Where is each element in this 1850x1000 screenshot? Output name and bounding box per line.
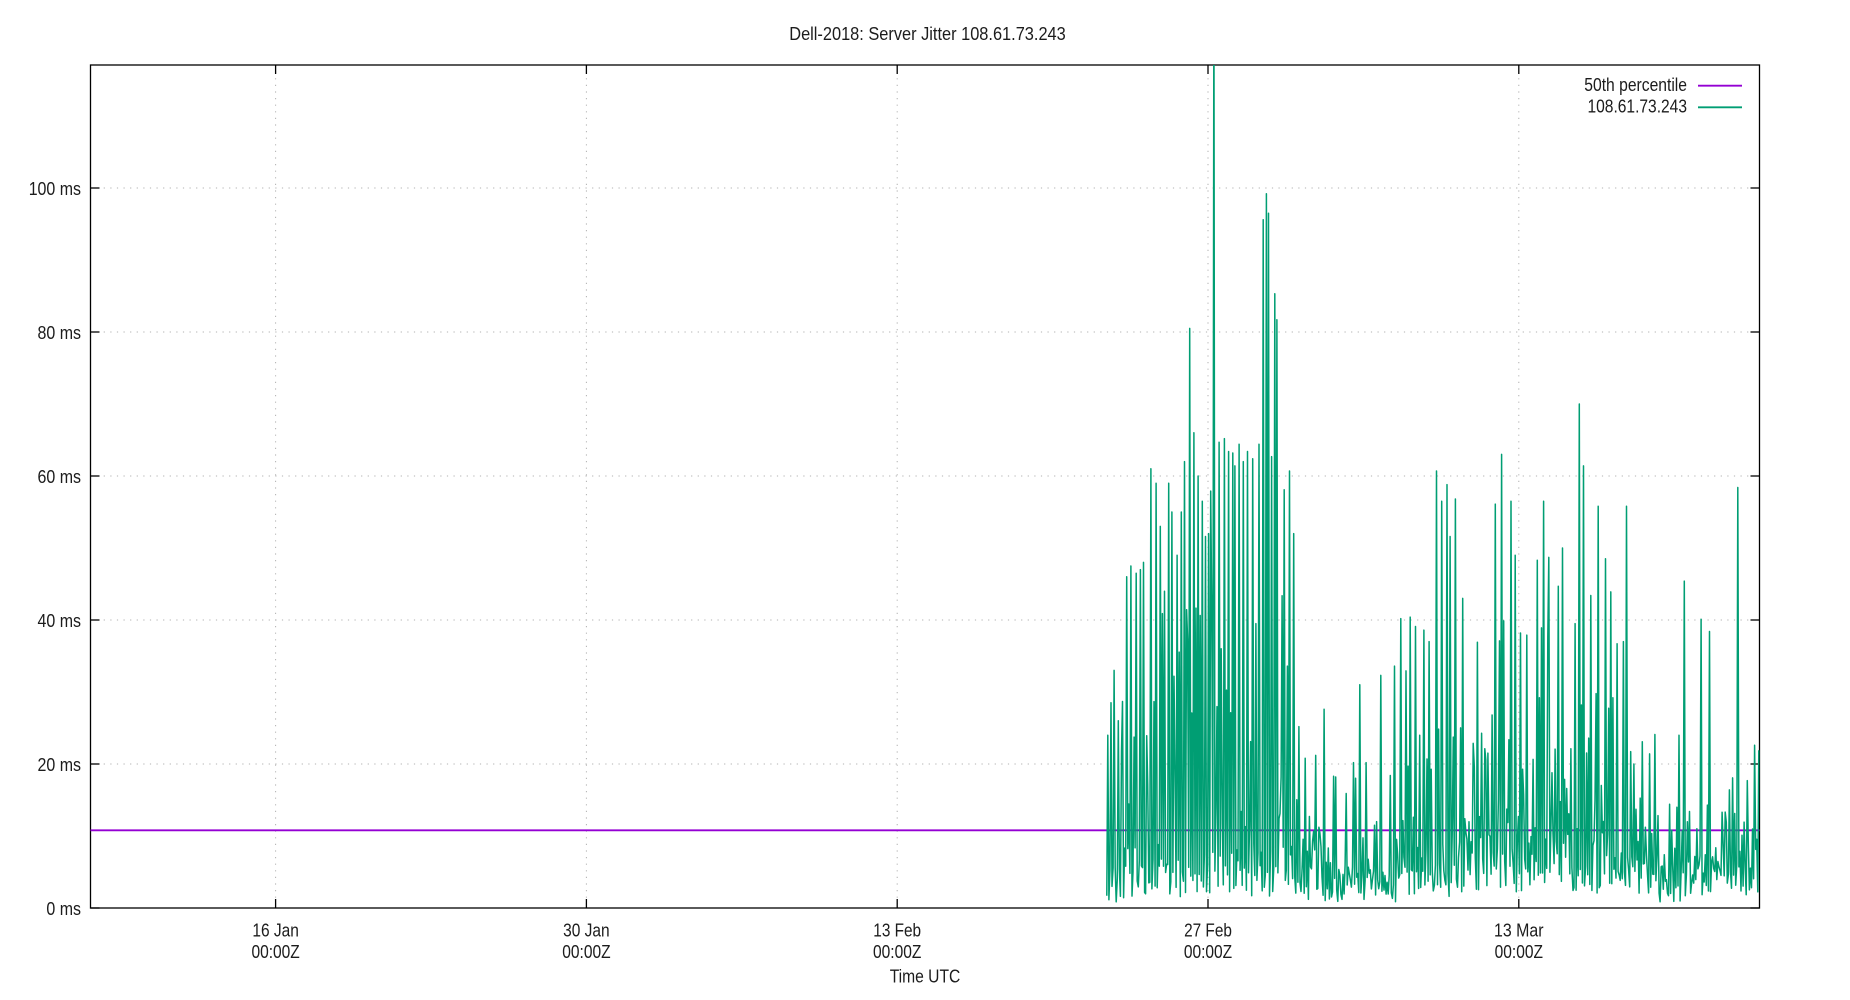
svg-text:27 Feb: 27 Feb bbox=[1184, 921, 1232, 941]
svg-text:Dell-2018: Server Jitter 108.6: Dell-2018: Server Jitter 108.61.73.243 bbox=[789, 24, 1066, 44]
svg-text:13 Mar: 13 Mar bbox=[1494, 921, 1544, 941]
svg-text:00:00Z: 00:00Z bbox=[873, 942, 921, 962]
svg-text:50th percentile: 50th percentile bbox=[1584, 75, 1687, 95]
svg-text:60 ms: 60 ms bbox=[38, 467, 82, 487]
svg-text:40 ms: 40 ms bbox=[38, 611, 82, 631]
svg-text:13 Feb: 13 Feb bbox=[873, 921, 921, 941]
svg-text:30 Jan: 30 Jan bbox=[563, 921, 610, 941]
svg-text:00:00Z: 00:00Z bbox=[1184, 942, 1232, 962]
svg-text:80 ms: 80 ms bbox=[38, 323, 82, 343]
svg-text:20 ms: 20 ms bbox=[38, 755, 82, 775]
svg-text:108.61.73.243: 108.61.73.243 bbox=[1588, 97, 1688, 117]
svg-text:16 Jan: 16 Jan bbox=[252, 921, 299, 941]
svg-text:0 ms: 0 ms bbox=[46, 899, 81, 919]
svg-text:00:00Z: 00:00Z bbox=[251, 942, 299, 962]
svg-text:00:00Z: 00:00Z bbox=[1495, 942, 1543, 962]
svg-text:Time UTC: Time UTC bbox=[890, 966, 961, 986]
svg-text:100 ms: 100 ms bbox=[29, 179, 81, 199]
svg-text:00:00Z: 00:00Z bbox=[562, 942, 610, 962]
